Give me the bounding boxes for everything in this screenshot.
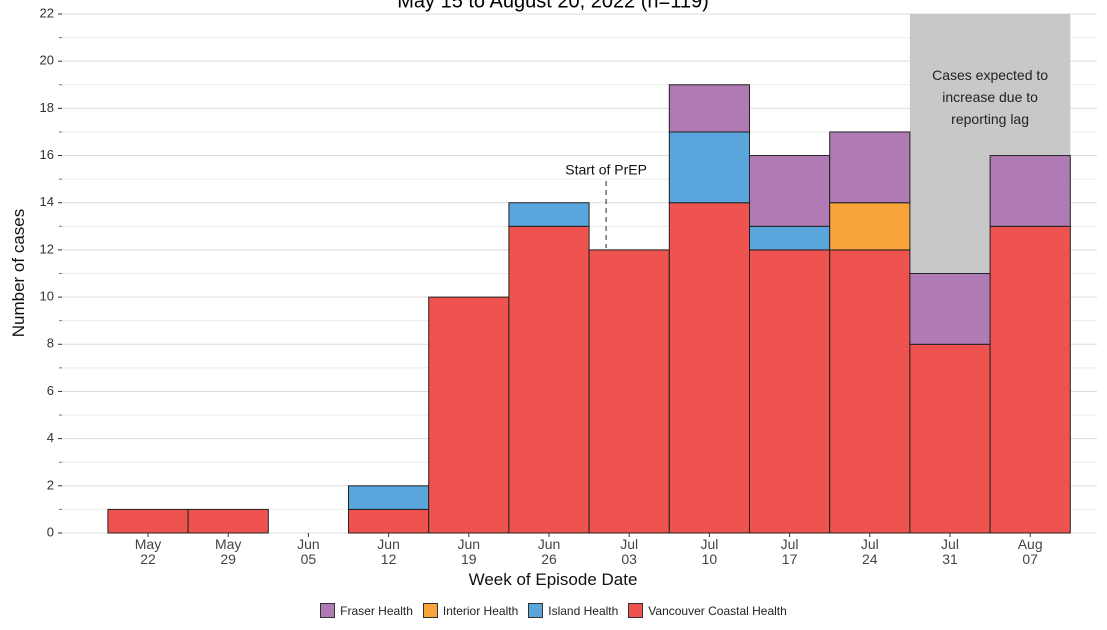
- legend-label: Fraser Health: [340, 603, 413, 618]
- chart-title: May 15 to August 20, 2022 (n=119): [397, 0, 709, 12]
- legend-item: Fraser Health: [320, 603, 413, 618]
- bar-segment: [829, 202, 911, 251]
- legend-item: Island Health: [528, 603, 618, 618]
- y-tick-label: 2: [47, 477, 54, 492]
- bar-segment: [508, 202, 590, 227]
- bar-segment: [668, 131, 750, 204]
- y-tick-label: 8: [47, 336, 54, 351]
- y-tick-label: 18: [40, 100, 54, 115]
- bar-segment: [348, 485, 430, 510]
- legend-label: Interior Health: [442, 603, 519, 618]
- x-tick-label: May 22: [134, 536, 162, 567]
- x-tick-label: May 29: [214, 536, 242, 567]
- legend-label: Vancouver Coastal Health: [648, 603, 787, 618]
- x-tick-label: Aug 07: [1017, 536, 1043, 567]
- bar-segment: [829, 249, 911, 534]
- y-tick-label: 0: [47, 524, 54, 539]
- y-tick-label: 10: [40, 289, 54, 304]
- bar-segment: [588, 249, 670, 534]
- legend-label: Island Health: [548, 603, 619, 618]
- bar-segment: [668, 202, 750, 534]
- bar-segment: [668, 84, 750, 133]
- y-tick-label: 16: [40, 147, 54, 162]
- x-tick-label: Jul 31: [941, 536, 959, 567]
- y-tick-label: 6: [47, 383, 54, 398]
- legend-item: Vancouver Coastal Health: [628, 603, 787, 618]
- bar-segment: [348, 508, 430, 534]
- y-tick-label: 4: [47, 430, 54, 445]
- legend-swatch: [422, 603, 438, 618]
- bar-segment: [909, 273, 991, 345]
- bar-segment: [749, 155, 831, 227]
- x-tick-label: Jul 10: [700, 536, 719, 567]
- y-tick-label: 20: [40, 53, 54, 68]
- bar-segment: [989, 155, 1071, 227]
- legend-swatch: [528, 603, 544, 618]
- y-tick-label: 14: [40, 194, 54, 209]
- legend: Fraser Health Interior Health Island Healt…: [0, 603, 1107, 618]
- annotation: Cases expected to increase due to report…: [932, 67, 1049, 127]
- bar-segment: [187, 508, 269, 534]
- x-tick-label: Jun 12: [377, 536, 400, 567]
- x-tick-label: Jun 05: [297, 536, 320, 567]
- x-tick-label: Jun 26: [537, 536, 561, 567]
- x-tick-label: Jul 03: [620, 536, 639, 567]
- legend-item: Interior Health: [422, 603, 519, 618]
- bar-segment: [829, 131, 911, 204]
- bar-segment: [508, 225, 590, 534]
- legend-swatch: [320, 603, 336, 618]
- y-tick-label: 22: [40, 5, 54, 20]
- annotation: Start of PrEP: [565, 162, 647, 178]
- legend-swatch: [628, 603, 644, 618]
- y-axis-label: Number of cases: [9, 209, 28, 338]
- bar-segment: [909, 343, 991, 534]
- bar-segment: [749, 225, 831, 251]
- bar-segment: [749, 249, 831, 534]
- y-tick-label: 12: [40, 241, 54, 256]
- x-tick-label: Jul 24: [860, 536, 879, 567]
- x-tick-label: Jul 17: [780, 536, 799, 567]
- bar-segment: [989, 225, 1071, 534]
- bar-segment: [107, 508, 189, 534]
- bar-segment: [428, 296, 510, 534]
- x-axis-label: Week of Episode Date: [469, 570, 638, 589]
- x-tick-label: Jun 19: [457, 536, 481, 567]
